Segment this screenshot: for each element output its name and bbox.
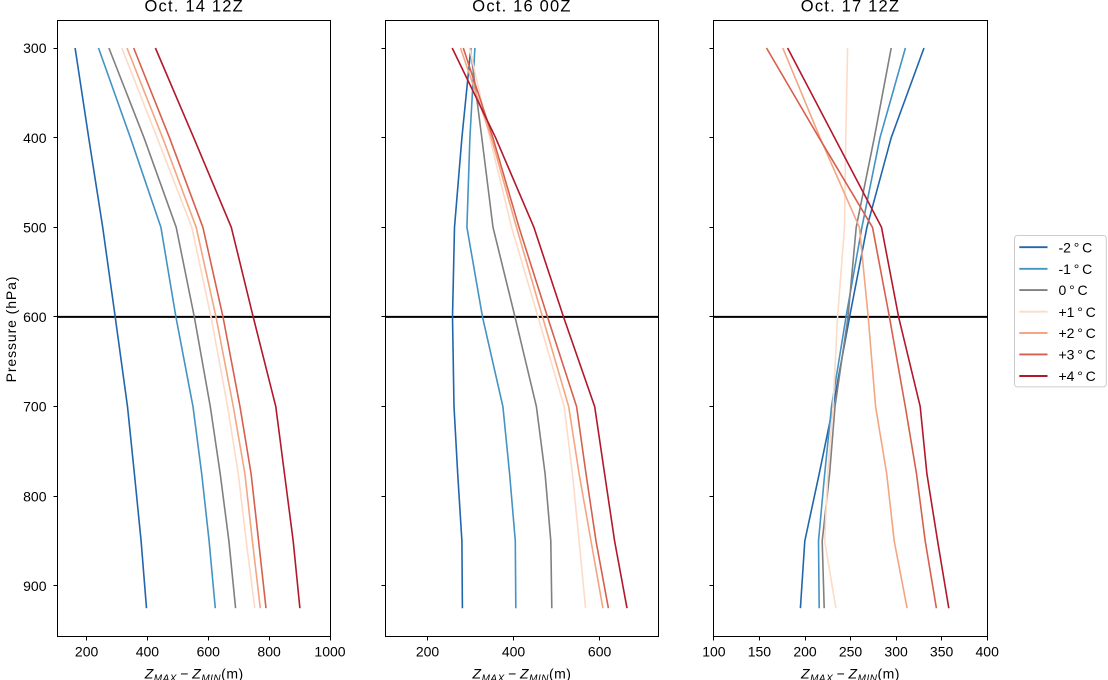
svg-text:300: 300 (884, 644, 908, 660)
svg-text:500: 500 (23, 219, 47, 235)
svg-text:800: 800 (23, 488, 47, 504)
svg-text:0 ° C: 0 ° C (1059, 282, 1088, 298)
svg-text:Oct. 16 00Z: Oct. 16 00Z (472, 0, 571, 16)
svg-text:250: 250 (839, 644, 863, 660)
svg-text:400: 400 (136, 644, 160, 660)
svg-text:ZMAX − ZMIN(m): ZMAX − ZMIN(m) (472, 666, 572, 680)
svg-text:200: 200 (75, 644, 99, 660)
svg-text:-2 ° C: -2 ° C (1059, 239, 1093, 255)
svg-text:Pressure (hPa): Pressure (hPa) (3, 276, 19, 383)
svg-text:Oct. 17 12Z: Oct. 17 12Z (801, 0, 900, 16)
svg-text:400: 400 (23, 130, 47, 146)
svg-text:ZMAX − ZMIN(m): ZMAX − ZMIN(m) (144, 666, 244, 680)
svg-text:800: 800 (257, 644, 281, 660)
svg-text:-1 ° C: -1 ° C (1059, 261, 1093, 277)
svg-text:+2 ° C: +2 ° C (1059, 325, 1096, 341)
svg-text:1000: 1000 (314, 644, 345, 660)
svg-text:400: 400 (502, 644, 526, 660)
svg-text:Oct. 14 12Z: Oct. 14 12Z (144, 0, 243, 16)
svg-text:+3 ° C: +3 ° C (1059, 347, 1096, 363)
svg-text:400: 400 (976, 644, 1000, 660)
svg-text:300: 300 (23, 40, 47, 56)
svg-text:100: 100 (702, 644, 726, 660)
svg-text:350: 350 (930, 644, 954, 660)
svg-text:200: 200 (416, 644, 440, 660)
svg-text:+4 ° C: +4 ° C (1059, 368, 1096, 384)
svg-text:600: 600 (588, 644, 612, 660)
svg-text:200: 200 (793, 644, 817, 660)
svg-text:ZMAX − ZMIN(m): ZMAX − ZMIN(m) (800, 666, 900, 680)
svg-text:700: 700 (23, 399, 47, 415)
svg-text:900: 900 (23, 578, 47, 594)
svg-text:600: 600 (197, 644, 221, 660)
svg-text:150: 150 (748, 644, 772, 660)
svg-text:600: 600 (23, 309, 47, 325)
svg-text:+1 ° C: +1 ° C (1059, 304, 1096, 320)
